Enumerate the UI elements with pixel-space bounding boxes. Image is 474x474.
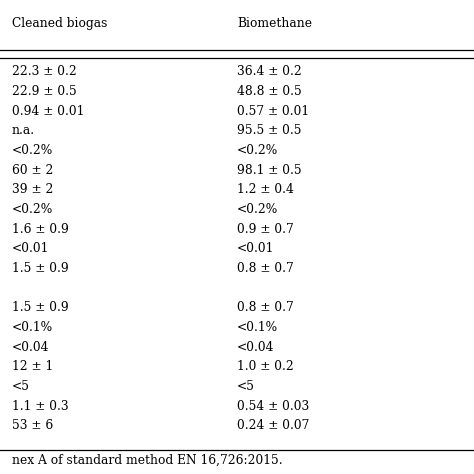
Text: 0.8 ± 0.7: 0.8 ± 0.7 (237, 262, 294, 275)
Text: 1.5 ± 0.9: 1.5 ± 0.9 (12, 301, 69, 314)
Text: <5: <5 (237, 380, 255, 393)
Text: 0.9 ± 0.7: 0.9 ± 0.7 (237, 223, 294, 236)
Text: 39 ± 2: 39 ± 2 (12, 183, 53, 196)
Text: 0.94 ± 0.01: 0.94 ± 0.01 (12, 105, 84, 118)
Text: 98.1 ± 0.5: 98.1 ± 0.5 (237, 164, 301, 177)
Text: 1.0 ± 0.2: 1.0 ± 0.2 (237, 361, 294, 374)
Text: 0.57 ± 0.01: 0.57 ± 0.01 (237, 105, 309, 118)
Text: nex A of standard method EN 16,726:2015.: nex A of standard method EN 16,726:2015. (12, 454, 283, 467)
Text: 0.54 ± 0.03: 0.54 ± 0.03 (237, 400, 309, 413)
Text: 53 ± 6: 53 ± 6 (12, 419, 53, 432)
Text: <0.04: <0.04 (12, 341, 49, 354)
Text: <0.01: <0.01 (237, 243, 274, 255)
Text: 1.1 ± 0.3: 1.1 ± 0.3 (12, 400, 68, 413)
Text: <0.01: <0.01 (12, 243, 49, 255)
Text: 12 ± 1: 12 ± 1 (12, 361, 53, 374)
Text: <0.2%: <0.2% (237, 144, 278, 157)
Text: 1.2 ± 0.4: 1.2 ± 0.4 (237, 183, 294, 196)
Text: <0.2%: <0.2% (12, 144, 53, 157)
Text: 22.9 ± 0.5: 22.9 ± 0.5 (12, 85, 77, 98)
Text: 60 ± 2: 60 ± 2 (12, 164, 53, 177)
Text: n.a.: n.a. (12, 124, 35, 137)
Text: 95.5 ± 0.5: 95.5 ± 0.5 (237, 124, 301, 137)
Text: <0.2%: <0.2% (237, 203, 278, 216)
Text: 36.4 ± 0.2: 36.4 ± 0.2 (237, 65, 302, 78)
Text: 48.8 ± 0.5: 48.8 ± 0.5 (237, 85, 302, 98)
Text: <0.2%: <0.2% (12, 203, 53, 216)
Text: <0.04: <0.04 (237, 341, 274, 354)
Text: Biomethane: Biomethane (237, 17, 312, 29)
Text: Cleaned biogas: Cleaned biogas (12, 17, 107, 29)
Text: 0.8 ± 0.7: 0.8 ± 0.7 (237, 301, 294, 314)
Text: <0.1%: <0.1% (237, 321, 278, 334)
Text: <0.1%: <0.1% (12, 321, 53, 334)
Text: 1.5 ± 0.9: 1.5 ± 0.9 (12, 262, 69, 275)
Text: <5: <5 (12, 380, 30, 393)
Text: 22.3 ± 0.2: 22.3 ± 0.2 (12, 65, 77, 78)
Text: 1.6 ± 0.9: 1.6 ± 0.9 (12, 223, 69, 236)
Text: 0.24 ± 0.07: 0.24 ± 0.07 (237, 419, 310, 432)
